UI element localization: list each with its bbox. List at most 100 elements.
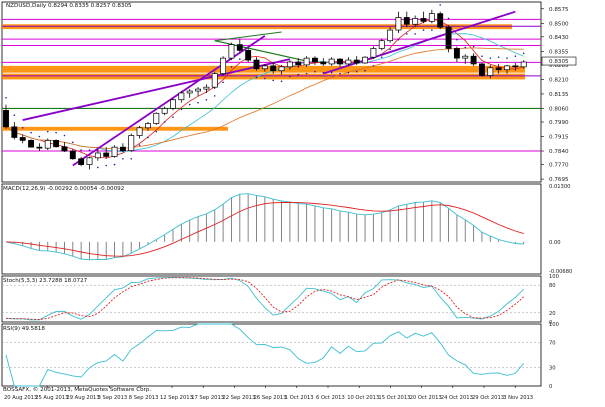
candle-body [412,18,419,25]
current-price-box [541,56,577,66]
candle-body [328,58,335,65]
price-label: 0.7695 [549,177,569,183]
candle-body [61,146,68,152]
sar-dot [347,71,350,74]
time-label: 6 Oct 2013 [316,395,345,401]
sar-dot [289,75,291,78]
candle-body [353,59,360,64]
candle-body [36,146,43,149]
candle-body [428,13,435,22]
time-label: 26 Sep 2013 [254,395,287,401]
candle-body [94,152,101,159]
sar-dot [130,157,133,160]
rsi-scale-label: 100 [549,322,559,328]
candle-body [220,57,227,74]
price-label: 0.7990 [549,120,569,126]
candle-body [504,65,510,71]
sar-dot [372,65,375,67]
price-label: 0.8500 [549,21,569,27]
pane-stoch [1,275,542,323]
trend-line-3 [214,40,307,62]
rsi-header: RSI(9) 49.5818 [3,326,45,332]
candle-body [345,59,352,65]
price-label: 0.7840 [549,149,569,155]
macd-scale-label: 0.01300 [549,184,570,190]
sar-dot [239,58,241,60]
zone-1 [2,65,525,73]
candle-body [153,112,160,124]
time-label: 22 Sep 2013 [222,395,255,401]
sar-dot [280,80,283,83]
sar-dot [88,149,91,151]
sar-dot [406,33,408,35]
time-label: 17 Sep 2013 [191,395,224,401]
candle-body [44,140,51,149]
sar-dot [397,38,400,41]
sar-dot [163,121,166,123]
sar-dot [197,101,199,104]
candle-body [145,123,151,129]
sar-dot [172,116,174,118]
candle-body [362,56,369,64]
stoch-scale-label: 20 [549,311,556,317]
sar-dot [147,136,149,139]
price-label: 0.8355 [549,49,569,55]
candle-body [370,48,377,58]
price-label: 0.8285 [549,63,569,69]
stoch-signal-line [5,277,524,320]
candle-body [245,50,252,61]
candle-body [520,61,527,68]
candle-body [495,67,502,71]
rsi-scale-label: 30 [549,365,556,371]
sar-dot [414,33,416,35]
sar-dot [305,72,308,75]
time-label: 24 Oct 2013 [441,395,473,401]
time-label: 10 Oct 2013 [347,395,379,401]
sar-dot [188,103,191,106]
sar-dot [113,163,116,166]
price-label: 0.8430 [549,35,569,41]
candle-body [103,152,110,157]
candle-body [487,67,494,76]
sar-dot [38,135,41,138]
stoch-scale-label: 80 [549,283,556,289]
time-label: 29 Aug 2013 [66,395,99,401]
candle-body [136,127,143,136]
candle-body [236,44,243,51]
candle-body [295,61,302,66]
candle-body [111,146,118,157]
sar-dot [472,45,475,48]
candle-body [86,157,93,165]
stoch-scale-label: 100 [549,274,559,280]
candle-body [69,150,76,160]
candle-body [270,65,277,72]
candle-body [119,146,126,151]
candle-body [453,48,460,59]
sar-dot [63,134,66,137]
pane-rsi [1,323,542,387]
sar-dot [205,98,208,101]
candle-body [128,135,135,151]
candle-body [278,66,285,72]
trend-line-1 [22,58,291,121]
price-label: 0.7770 [549,163,569,169]
time-label: 8 Sep 2013 [129,395,159,401]
rsi-scale-label: 70 [549,341,556,347]
price-label: 0.8135 [549,92,569,98]
sar-dot [514,55,517,57]
time-label: 29 Oct 2013 [472,395,504,401]
candle-body [53,140,60,148]
sar-dot [464,46,467,49]
sar-dot [339,72,341,75]
zone-2 [2,73,525,80]
macd-signal-line [5,201,524,257]
candle-body [253,59,260,70]
sar-dot [55,131,57,134]
rsi-scale-label: 0 [549,384,552,390]
sar-dot [506,57,508,59]
sar-dot [330,71,333,74]
candle-body [395,17,402,31]
stoch-header: Stoch(5,3,3) 23.7288 18.0727 [3,278,88,284]
sar-dot [138,144,141,147]
